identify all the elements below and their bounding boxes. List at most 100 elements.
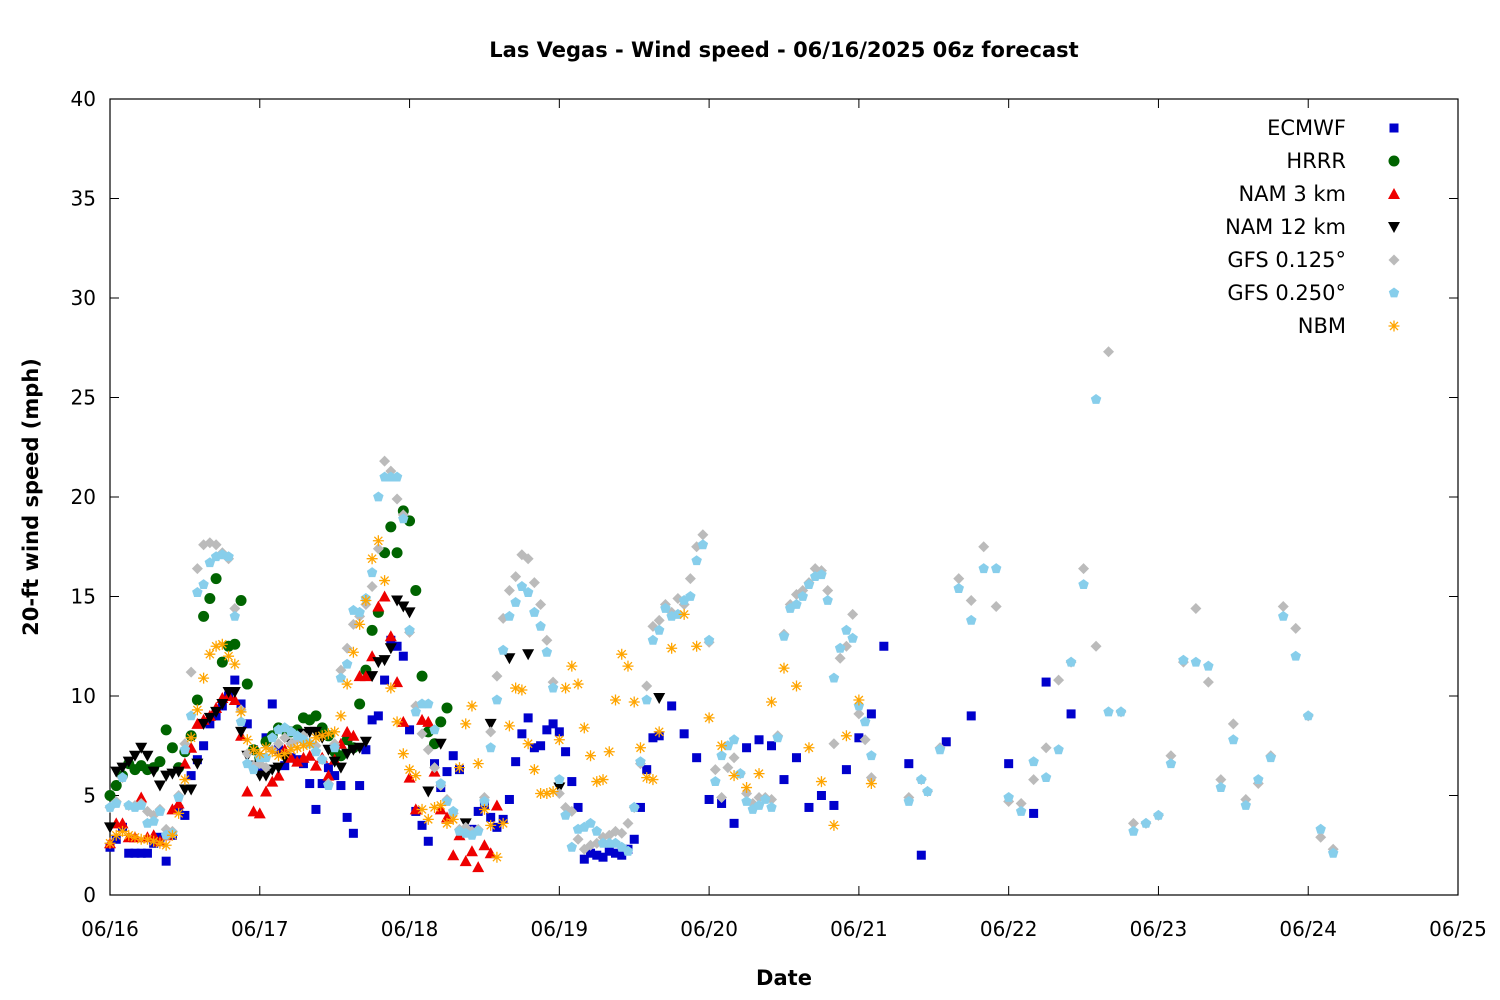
y-axis-label: 20-ft wind speed (mph) bbox=[19, 358, 43, 636]
data-point bbox=[541, 646, 553, 657]
data-point bbox=[1127, 817, 1139, 829]
data-point bbox=[511, 757, 521, 767]
data-point bbox=[373, 711, 383, 721]
data-point bbox=[490, 799, 503, 811]
data-point bbox=[210, 539, 222, 551]
data-point bbox=[572, 833, 584, 845]
data-point bbox=[616, 648, 628, 660]
data-point bbox=[422, 744, 434, 756]
chart-title: Las Vegas - Wind speed - 06/16/2025 06z … bbox=[489, 38, 1078, 62]
data-point bbox=[716, 750, 727, 761]
legend-label: NBM bbox=[1298, 314, 1346, 338]
data-point bbox=[666, 642, 678, 654]
x-tick-label: 06/16 bbox=[81, 917, 139, 941]
data-point bbox=[934, 744, 946, 755]
data-point bbox=[503, 585, 515, 597]
data-point bbox=[573, 802, 583, 812]
data-point bbox=[803, 742, 815, 754]
data-point bbox=[990, 600, 1002, 612]
data-point bbox=[767, 741, 777, 751]
data-point bbox=[1041, 677, 1051, 687]
data-point bbox=[1165, 750, 1177, 762]
data-point bbox=[172, 766, 185, 778]
data-point bbox=[329, 742, 340, 753]
data-point bbox=[335, 710, 347, 722]
data-point bbox=[1315, 823, 1326, 834]
data-point bbox=[1165, 758, 1177, 769]
data-point bbox=[260, 770, 273, 782]
data-point bbox=[310, 746, 322, 757]
data-point bbox=[728, 770, 740, 782]
data-point bbox=[497, 817, 509, 829]
data-point bbox=[541, 788, 553, 800]
data-point bbox=[391, 716, 403, 728]
data-point bbox=[585, 750, 597, 762]
data-point bbox=[210, 706, 223, 718]
data-point bbox=[405, 725, 415, 735]
data-point bbox=[504, 794, 514, 804]
data-point bbox=[859, 734, 871, 746]
data-point bbox=[1103, 706, 1114, 717]
data-point bbox=[442, 767, 452, 777]
data-point bbox=[703, 712, 715, 724]
data-point bbox=[136, 800, 147, 810]
data-point bbox=[790, 680, 802, 692]
data-point bbox=[492, 822, 502, 832]
data-point bbox=[966, 711, 976, 721]
data-point bbox=[197, 718, 210, 730]
data-point bbox=[510, 571, 522, 583]
data-point bbox=[273, 750, 284, 762]
data-point bbox=[185, 732, 197, 744]
y-tick-label: 30 bbox=[71, 286, 96, 310]
data-point bbox=[429, 801, 441, 813]
data-point bbox=[553, 734, 565, 746]
data-point bbox=[709, 764, 721, 776]
data-point bbox=[241, 785, 254, 797]
data-point bbox=[297, 740, 309, 752]
data-point bbox=[336, 781, 346, 791]
data-point bbox=[553, 788, 565, 800]
data-point bbox=[422, 786, 435, 798]
data-point bbox=[241, 734, 253, 746]
data-point bbox=[635, 802, 645, 812]
data-point bbox=[548, 719, 558, 729]
data-point bbox=[667, 701, 677, 711]
y-tick-label: 20 bbox=[71, 485, 96, 509]
data-point bbox=[373, 491, 384, 502]
data-point bbox=[629, 801, 640, 812]
data-point bbox=[535, 788, 547, 800]
data-point bbox=[403, 771, 416, 783]
data-point bbox=[230, 675, 240, 685]
data-point bbox=[434, 738, 447, 750]
data-point bbox=[385, 521, 397, 533]
legend-marker bbox=[1388, 320, 1400, 332]
data-point bbox=[741, 796, 752, 806]
data-point bbox=[310, 732, 322, 744]
data-point bbox=[404, 624, 415, 635]
data-point bbox=[204, 648, 216, 660]
data-point bbox=[965, 594, 977, 606]
data-point bbox=[397, 715, 410, 727]
data-point bbox=[173, 792, 184, 802]
data-point bbox=[567, 777, 577, 787]
data-point bbox=[1290, 650, 1301, 661]
data-point bbox=[660, 602, 671, 613]
data-point bbox=[341, 725, 354, 737]
series-nbm bbox=[104, 535, 877, 863]
data-point bbox=[435, 778, 446, 788]
data-point bbox=[147, 766, 160, 778]
data-point bbox=[841, 765, 851, 775]
data-point bbox=[379, 455, 391, 467]
data-point bbox=[228, 693, 241, 705]
data-point bbox=[104, 790, 116, 801]
data-point bbox=[697, 539, 709, 550]
data-point bbox=[229, 638, 241, 650]
data-point bbox=[697, 529, 709, 541]
data-point bbox=[305, 779, 315, 789]
x-axis: 06/16 06/17 06/18 06/19 06/20 06/21 06/22 06/23… bbox=[81, 99, 1487, 941]
y-tick-label: 15 bbox=[71, 585, 96, 609]
data-point bbox=[592, 850, 602, 860]
data-point bbox=[610, 694, 621, 706]
data-point bbox=[484, 718, 497, 730]
data-point bbox=[634, 742, 646, 754]
